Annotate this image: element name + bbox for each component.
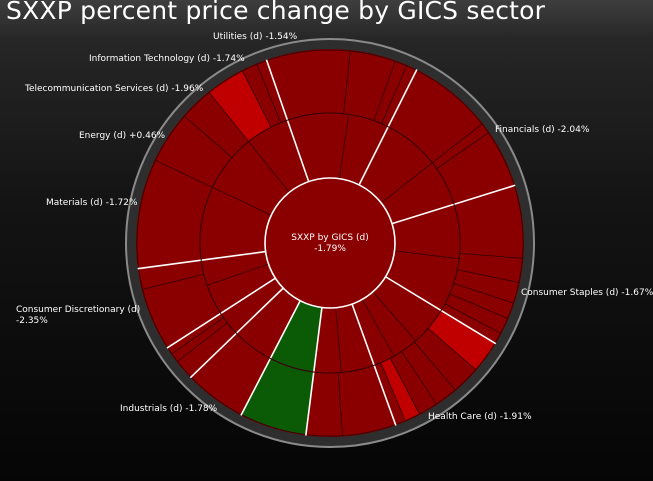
industrials-boundary-line bbox=[391, 184, 516, 225]
industrials-label: Industrials (d) -1.78% bbox=[120, 404, 218, 414]
center-disc[interactable] bbox=[264, 177, 396, 309]
consumer-staples-boundary-line bbox=[265, 59, 310, 182]
telecommunication-services-boundary-line bbox=[240, 300, 301, 416]
information-technology-label: Information Technology (d) -1.74% bbox=[89, 54, 245, 64]
materials-boundary-line bbox=[351, 303, 397, 426]
consumer-discretionary-label: Consumer Discretionary (d) -2.35% bbox=[16, 305, 140, 326]
information-technology-boundary-line bbox=[189, 287, 284, 379]
center-label: SXXP by GICS (d) bbox=[291, 233, 368, 243]
energy-label: Energy (d) +0.46% bbox=[79, 131, 166, 141]
utilities-label: Utilities (d) -1.54% bbox=[213, 32, 298, 42]
financials-boundary-line bbox=[137, 250, 266, 270]
health-care-label: Health Care (d) -1.91% bbox=[428, 412, 532, 422]
consumer-discretionary-boundary-line bbox=[385, 276, 497, 345]
chart-title: SXXP percent price change by GICS sector bbox=[6, 0, 546, 25]
energy-boundary-line bbox=[305, 307, 323, 436]
health-care-boundary-line bbox=[358, 69, 418, 186]
telecommunication-services-label: Telecommunication Services (d) -1.96% bbox=[24, 84, 204, 94]
center-value: -1.79% bbox=[314, 244, 346, 254]
financials-label: Financials (d) -2.04% bbox=[495, 125, 590, 135]
materials-label: Materials (d) -1.72% bbox=[46, 198, 138, 208]
utilities-boundary-line bbox=[166, 277, 276, 349]
middle-ring-outline bbox=[199, 112, 461, 374]
consumer-staples-label: Consumer Staples (d) -1.67% bbox=[521, 288, 653, 298]
